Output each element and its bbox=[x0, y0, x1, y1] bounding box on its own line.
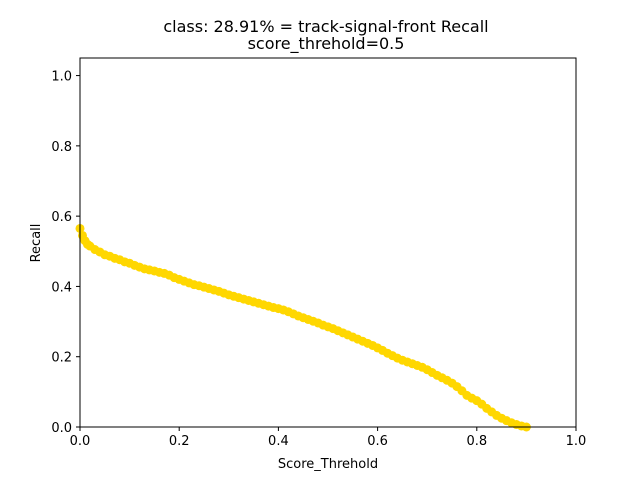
y-tick-label: 0.8 bbox=[51, 140, 72, 155]
data-points bbox=[75, 223, 531, 432]
chart-title: class: 28.91% = track-signal-front Recal… bbox=[163, 17, 488, 36]
x-tick-label: 0.4 bbox=[268, 434, 289, 449]
x-tick-label: 0.2 bbox=[169, 434, 190, 449]
chart-subtitle: score_threhold=0.5 bbox=[248, 34, 405, 54]
x-tick-label: 1.0 bbox=[566, 434, 587, 449]
x-axis-label: Score_Threhold bbox=[278, 457, 378, 472]
plot-frame bbox=[79, 57, 577, 428]
y-tick-label: 0.0 bbox=[51, 421, 72, 436]
x-axis-ticks: 0.0 0.2 0.4 0.6 0.8 1.0 bbox=[70, 427, 587, 449]
y-axis-label: Recall bbox=[29, 224, 44, 263]
y-tick-label: 0.4 bbox=[51, 280, 72, 295]
x-tick-label: 0.8 bbox=[466, 434, 487, 449]
x-tick-label: 0.6 bbox=[367, 434, 388, 449]
y-tick-label: 0.2 bbox=[51, 351, 72, 366]
x-tick-label: 0.0 bbox=[70, 434, 91, 449]
y-tick-label: 0.6 bbox=[51, 210, 72, 225]
y-axis-ticks: 0.0 0.2 0.4 0.6 0.8 1.0 bbox=[51, 70, 80, 436]
y-tick-label: 1.0 bbox=[51, 70, 72, 85]
